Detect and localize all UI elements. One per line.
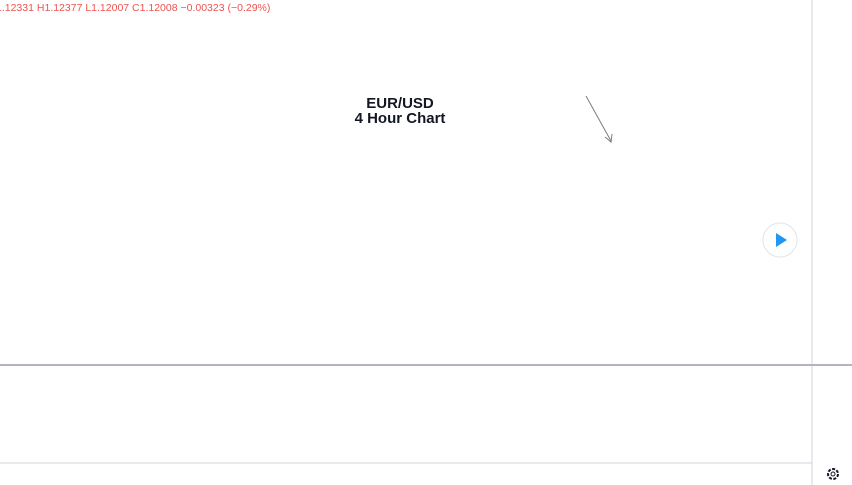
ohlc-header: 1.12331 H1.12377 L1.12007 C1.12008 −0.00… — [0, 2, 270, 14]
arrow-head — [604, 133, 613, 143]
gear-center[interactable] — [830, 471, 836, 477]
chart-subtitle: 4 Hour Chart — [355, 110, 446, 127]
play-button[interactable] — [762, 222, 798, 258]
settings-button[interactable] — [827, 468, 839, 480]
chart-title: EUR/USD — [366, 95, 434, 112]
arrow — [585, 95, 612, 142]
gear-icon[interactable] — [827, 468, 839, 480]
play-icon[interactable] — [776, 233, 787, 247]
